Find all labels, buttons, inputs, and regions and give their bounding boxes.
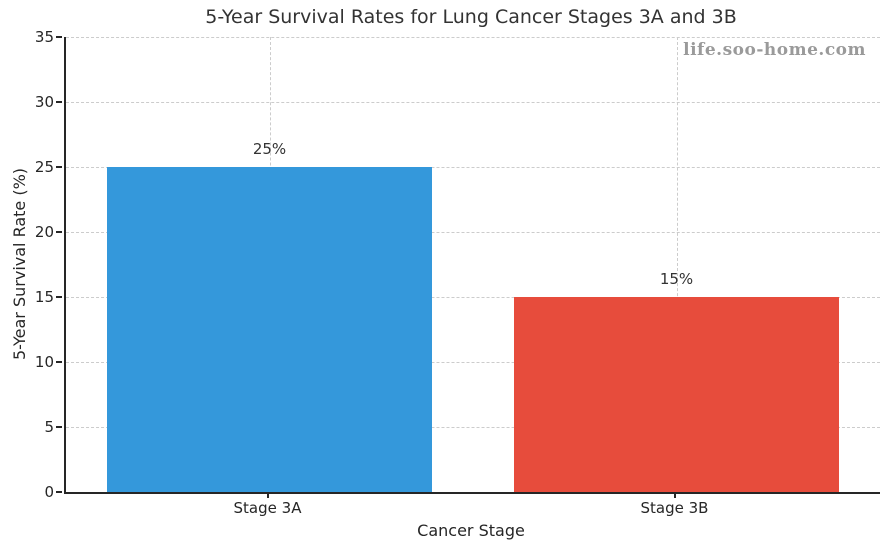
y-tick-mark-35 xyxy=(56,36,62,38)
y-tick-label-10: 10 xyxy=(34,353,54,371)
y-tick-mark-5 xyxy=(56,426,62,428)
y-axis-label-text: 5-Year Survival Rate (%) xyxy=(10,167,29,361)
plot-area: 25% 15% xyxy=(64,37,880,494)
y-tick-label-5: 5 xyxy=(44,418,54,436)
y-tick-mark-15 xyxy=(56,296,62,298)
bar-stage-3a xyxy=(106,167,433,492)
h-gridline-35 xyxy=(66,37,880,38)
y-tick-mark-0 xyxy=(56,491,62,493)
y-tick-label-0: 0 xyxy=(44,483,54,501)
bar-value-label-2: 15% xyxy=(659,270,694,288)
chart-title: 5-Year Survival Rates for Lung Cancer St… xyxy=(205,6,737,28)
y-tick-mark-25 xyxy=(56,166,62,168)
y-tick-mark-30 xyxy=(56,101,62,103)
y-tick-label-15: 15 xyxy=(34,288,54,306)
y-tick-label-35: 35 xyxy=(34,28,54,46)
y-tick-mark-20 xyxy=(56,231,62,233)
y-tick-label-20: 20 xyxy=(34,223,54,241)
y-tick-mark-10 xyxy=(56,361,62,363)
y-tick-label-25: 25 xyxy=(34,158,54,176)
h-gridline-5 xyxy=(66,427,880,428)
y-tick-label-30: 30 xyxy=(34,93,54,111)
v-gridline-2 xyxy=(676,37,678,492)
x-tick-label-stage-3a: Stage 3A xyxy=(233,499,302,517)
h-gridline-10 xyxy=(66,362,880,363)
watermark: life.soo-home.com xyxy=(683,40,866,60)
bar-value-label-1: 25% xyxy=(252,140,287,158)
x-axis-label: Cancer Stage xyxy=(417,521,525,540)
h-gridline-15 xyxy=(66,297,880,298)
x-tick-label-stage-3b: Stage 3B xyxy=(640,499,709,517)
h-gridline-30 xyxy=(66,102,880,103)
h-gridline-25 xyxy=(66,167,880,168)
x-tick-mark-1 xyxy=(266,493,269,498)
x-tick-mark-2 xyxy=(673,493,676,498)
h-gridline-20 xyxy=(66,232,880,233)
bar-stage-3b xyxy=(513,297,840,492)
